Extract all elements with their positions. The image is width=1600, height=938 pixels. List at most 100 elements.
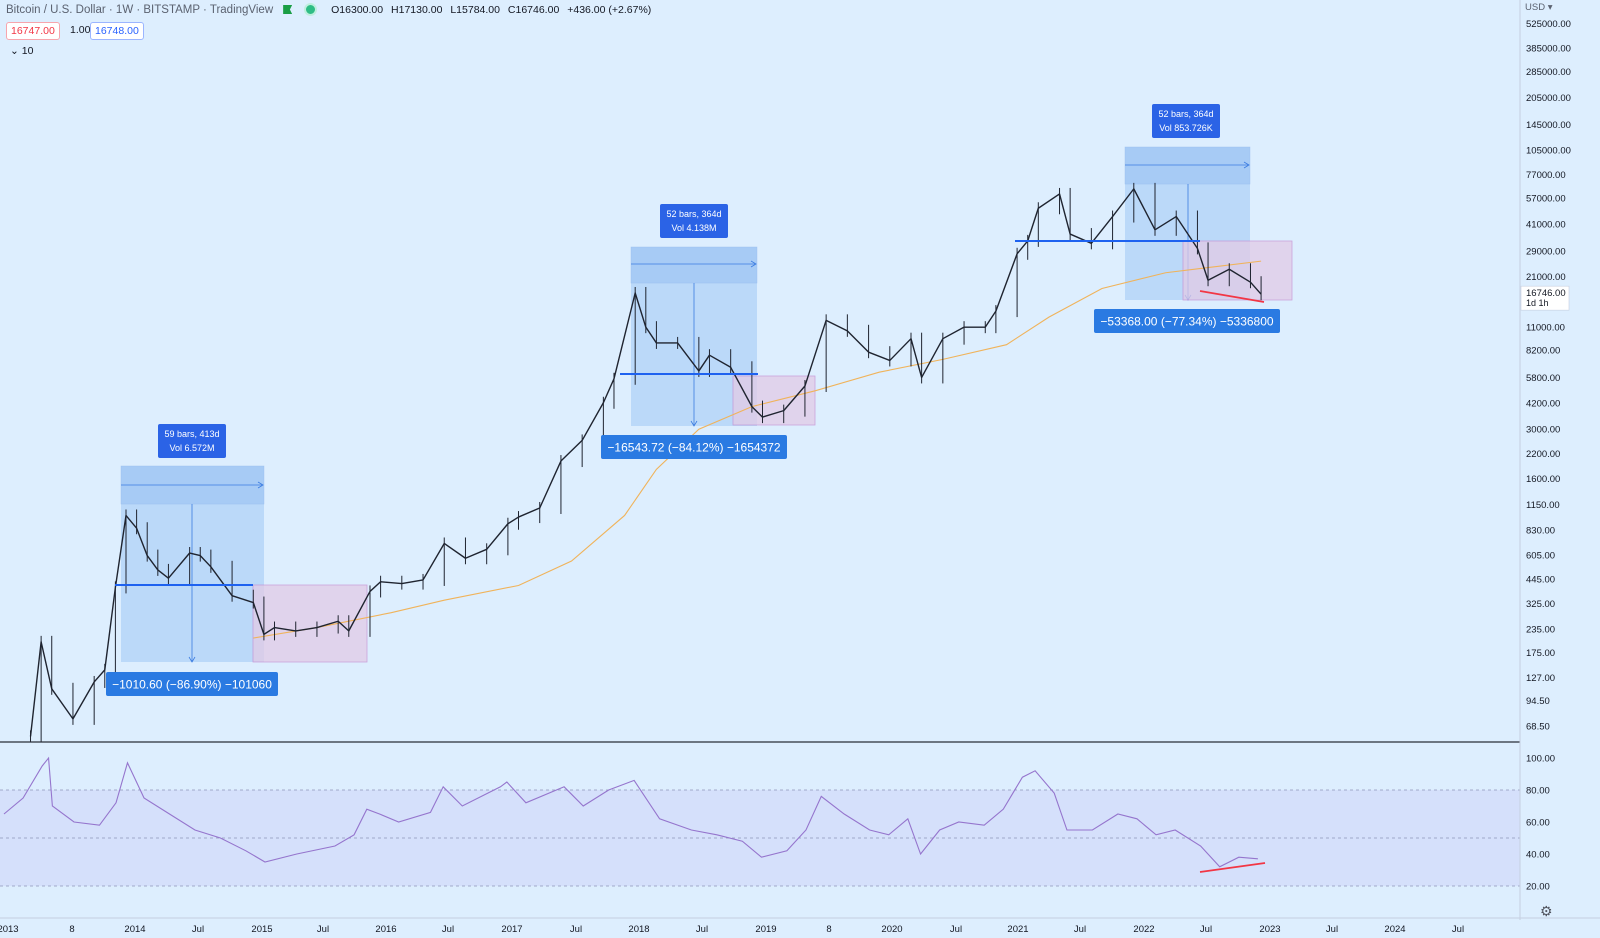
price-axis-label: 175.00 bbox=[1526, 648, 1555, 659]
price-axis-label: 68.50 bbox=[1526, 722, 1550, 733]
time-axis-label: 2018 bbox=[628, 924, 649, 935]
measure-arrowhead bbox=[1243, 161, 1250, 169]
measure-stats-label bbox=[158, 424, 226, 458]
measure-stats-label bbox=[660, 204, 728, 238]
chevron-down-icon: ⌄ bbox=[10, 45, 19, 57]
price-axis-label: 525000.00 bbox=[1526, 19, 1571, 30]
price-axis-label: 1600.00 bbox=[1526, 474, 1560, 485]
time-axis-label: Jul bbox=[1074, 924, 1086, 935]
price-axis-label: 325.00 bbox=[1526, 599, 1555, 610]
time-axis-label: Jul bbox=[1326, 924, 1338, 935]
currency-selector[interactable]: USD ▾ bbox=[1525, 2, 1553, 13]
price-axis-label: 285000.00 bbox=[1526, 67, 1571, 78]
measure-bars-text: 52 bars, 364d bbox=[666, 209, 721, 219]
price-axis-label: 3000.00 bbox=[1526, 425, 1560, 436]
rsi-axis-label: 40.00 bbox=[1526, 850, 1550, 861]
indicators-toggle[interactable]: ⌄ 10 bbox=[10, 45, 33, 57]
projection-box bbox=[1182, 240, 1293, 301]
time-axis-label: 2021 bbox=[1007, 924, 1028, 935]
measure-header-band bbox=[1124, 146, 1251, 185]
price-axis-label: 445.00 bbox=[1526, 575, 1555, 586]
projection-box bbox=[732, 375, 816, 426]
quantity-value[interactable]: 1.00 bbox=[70, 24, 91, 36]
countdown-label: 1d 1h bbox=[1526, 298, 1549, 308]
time-axis-label: 2019 bbox=[755, 924, 776, 935]
measure-result-label bbox=[1094, 309, 1280, 333]
price-axis-label: 127.00 bbox=[1526, 673, 1555, 684]
time-axis-label: Jul bbox=[1200, 924, 1212, 935]
rsi-axis-label: 20.00 bbox=[1526, 882, 1550, 893]
time-axis-label: 2013 bbox=[0, 924, 19, 935]
measure-result-text: −1010.60 (−86.90%) −101060 bbox=[112, 678, 272, 692]
measure-stats-label bbox=[1152, 104, 1220, 138]
measure-arrowhead bbox=[257, 481, 264, 489]
buy-button[interactable]: 16748.00 bbox=[90, 22, 144, 40]
time-axis-label: Jul bbox=[442, 924, 454, 935]
time-axis-label: 8 bbox=[826, 924, 831, 935]
measure-result-label bbox=[601, 435, 787, 459]
ohlc-values: O16300.00 H17130.00 L15784.00 C16746.00 … bbox=[331, 4, 656, 16]
price-axis-label: 5800.00 bbox=[1526, 373, 1560, 384]
time-axis-label: 2023 bbox=[1259, 924, 1280, 935]
measure-arrowhead bbox=[188, 656, 196, 663]
rsi-axis-label: 100.00 bbox=[1526, 754, 1555, 765]
price-axis-label: 4200.00 bbox=[1526, 398, 1560, 409]
last-price-label: 16746.00 bbox=[1526, 288, 1566, 299]
rsi-line bbox=[3, 756, 1258, 868]
time-axis-label: Jul bbox=[950, 924, 962, 935]
price-axis-label: 29000.00 bbox=[1526, 247, 1566, 258]
flag-icon[interactable] bbox=[283, 5, 293, 14]
sell-button[interactable]: 16747.00 bbox=[6, 22, 60, 40]
time-axis-label: 2016 bbox=[375, 924, 396, 935]
price-axis-label: 105000.00 bbox=[1526, 146, 1571, 157]
indicator-count: 10 bbox=[21, 45, 34, 57]
change-value: +436.00 (+2.67%) bbox=[567, 3, 652, 16]
price-axis-label: 94.50 bbox=[1526, 696, 1550, 707]
time-axis-label: Jul bbox=[317, 924, 329, 935]
last-price-badge bbox=[1520, 285, 1570, 311]
price-axis-label: 385000.00 bbox=[1526, 43, 1571, 54]
price-axis-label: 235.00 bbox=[1526, 625, 1555, 636]
currency-label: USD bbox=[1525, 2, 1546, 13]
chart-header: Bitcoin / U.S. Dollar · 1W · BITSTAMP · … bbox=[6, 3, 656, 16]
time-axis-label: 2020 bbox=[881, 924, 902, 935]
rsi-axis-label: 80.00 bbox=[1526, 786, 1550, 797]
high-value: H17130.00 bbox=[391, 3, 443, 16]
time-axis-label: Jul bbox=[1452, 924, 1464, 935]
market-status-icon bbox=[304, 3, 318, 16]
measure-result-text: −16543.72 (−84.12%) −1654372 bbox=[607, 441, 780, 455]
measure-arrowhead bbox=[750, 260, 757, 268]
time-axis-label: 2015 bbox=[251, 924, 272, 935]
open-value: O16300.00 bbox=[331, 3, 384, 16]
price-axis-label: 57000.00 bbox=[1526, 193, 1566, 204]
price-axis-label: 8200.00 bbox=[1526, 346, 1560, 357]
time-axis-label: 2024 bbox=[1384, 924, 1405, 935]
settings-gear-icon[interactable]: ⚙ bbox=[1540, 903, 1553, 919]
price-axis-label: 41000.00 bbox=[1526, 219, 1566, 230]
time-axis-label: 2022 bbox=[1133, 924, 1154, 935]
symbol-title[interactable]: Bitcoin / U.S. Dollar · 1W · BITSTAMP · … bbox=[6, 3, 274, 16]
measure-volume-text: Vol 6.572M bbox=[169, 443, 214, 453]
price-axis-label: 11000.00 bbox=[1526, 323, 1565, 334]
measure-header-band bbox=[630, 246, 758, 284]
projection-box bbox=[252, 584, 368, 663]
time-axis-label: 2017 bbox=[501, 924, 522, 935]
price-axis-label: 830.00 bbox=[1526, 526, 1555, 537]
time-axis-label: Jul bbox=[192, 924, 204, 935]
price-axis-label: 77000.00 bbox=[1526, 170, 1566, 181]
low-value: L15784.00 bbox=[450, 3, 500, 16]
rsi-trendline bbox=[1199, 862, 1266, 873]
time-axis-label: 8 bbox=[69, 924, 74, 935]
time-axis-label: 2014 bbox=[124, 924, 145, 935]
price-axis-label: 21000.00 bbox=[1526, 272, 1566, 283]
measure-bars-text: 52 bars, 364d bbox=[1158, 109, 1213, 119]
measure-zone bbox=[121, 466, 264, 662]
price-axis-label: 2200.00 bbox=[1526, 449, 1560, 460]
measure-volume-text: Vol 4.138M bbox=[671, 223, 716, 233]
price-axis-label: 1150.00 bbox=[1526, 500, 1560, 511]
measure-result-label bbox=[106, 672, 278, 696]
price-trendline bbox=[1199, 290, 1265, 303]
price-axis-label: 205000.00 bbox=[1526, 93, 1571, 104]
close-value: C16746.00 bbox=[507, 3, 560, 16]
